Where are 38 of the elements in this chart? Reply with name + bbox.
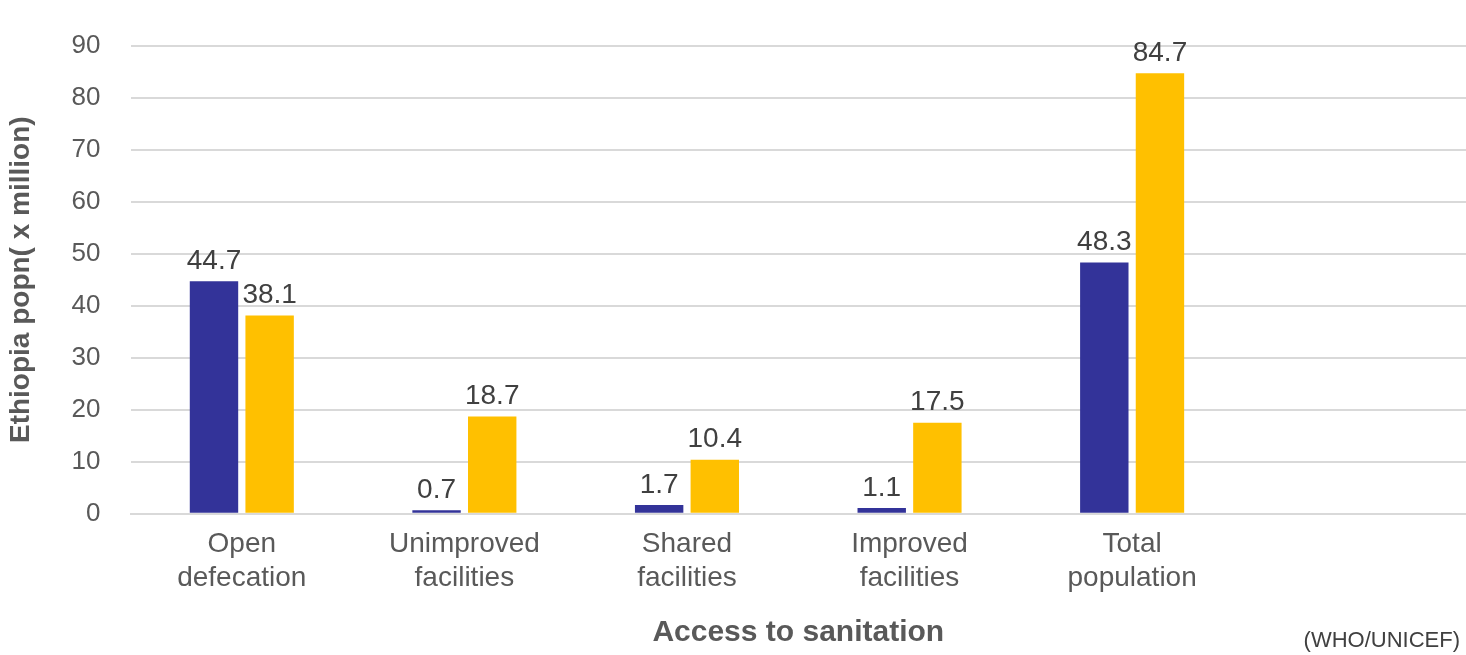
x-tick-label: Unimproved facilities bbox=[388, 527, 540, 592]
bar bbox=[412, 510, 461, 513]
y-tick-label: 10 bbox=[71, 444, 101, 475]
text: (WHO/UNICEF) bbox=[1303, 627, 1460, 653]
x-tick-label: Open defecation bbox=[177, 527, 307, 592]
y-axis-title: Ethiopia popn( x million) bbox=[3, 116, 35, 444]
y-tick-label: 90 bbox=[71, 28, 101, 59]
data-label: 18.7 bbox=[464, 379, 520, 411]
y-tick-label: 70 bbox=[71, 132, 101, 163]
bar bbox=[857, 508, 906, 513]
bar bbox=[1135, 73, 1185, 513]
data-label: 38.1 bbox=[242, 278, 297, 310]
y-tick-label: 50 bbox=[71, 236, 101, 267]
y-tick-label: 80 bbox=[71, 80, 101, 111]
bar bbox=[690, 459, 739, 513]
x-tick-label: Improved facilities bbox=[851, 527, 968, 592]
y-tick-label: 20 bbox=[71, 392, 101, 423]
bar bbox=[1080, 262, 1129, 513]
data-label: 84.7 bbox=[1132, 35, 1188, 67]
bar bbox=[634, 504, 684, 513]
bar bbox=[189, 281, 239, 513]
bar bbox=[245, 315, 294, 513]
x-tick-label: Shared facilities bbox=[637, 527, 737, 592]
y-tick-label: 60 bbox=[71, 184, 101, 215]
y-tick-label: 30 bbox=[71, 340, 101, 371]
y-tick-label: 40 bbox=[71, 288, 101, 319]
data-label: 10.4 bbox=[687, 422, 743, 454]
data-label: 1.1 bbox=[862, 470, 902, 502]
data-label: 17.5 bbox=[910, 385, 965, 417]
data-label: 0.7 bbox=[417, 472, 457, 504]
bar bbox=[913, 422, 962, 513]
x-tick-label: Total population bbox=[1067, 527, 1197, 592]
x-axis-title: Access to sanitation bbox=[652, 614, 945, 648]
y-tick-label: 0 bbox=[86, 496, 101, 527]
bar bbox=[468, 416, 517, 513]
data-label: 1.7 bbox=[639, 467, 679, 499]
data-label: 44.7 bbox=[186, 243, 242, 275]
data-label: 48.3 bbox=[1077, 225, 1132, 257]
